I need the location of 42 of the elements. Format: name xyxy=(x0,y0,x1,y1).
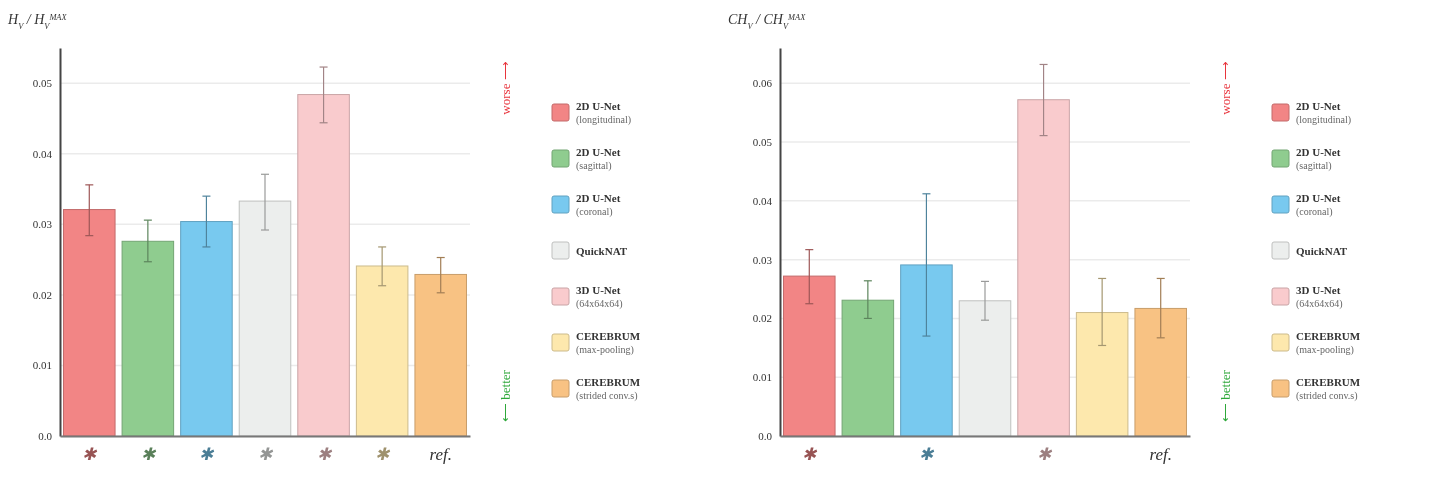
text: ⟵ better xyxy=(498,369,513,422)
legend-label: 3D U-Net (64x64x64) xyxy=(1296,284,1343,310)
legend-label: 3D U-Net (64x64x64) xyxy=(576,284,623,310)
x-tick-label: ✱ xyxy=(802,445,819,465)
x-tick-label: ✱ xyxy=(919,445,936,465)
x-tick-label: ✱ xyxy=(199,445,216,465)
legend-label: 2D U-Net (sagittal) xyxy=(576,146,621,172)
legend-label: 2D U-Net (longitudinal) xyxy=(576,100,631,126)
x-tick-label: ref. xyxy=(429,445,452,465)
text: worse ⟶ xyxy=(1218,61,1233,115)
y-tick-label: 0.04 xyxy=(32,147,53,160)
y-tick-label: 0.0 xyxy=(758,430,773,443)
legend-label: CEREBRUM (strided conv.s) xyxy=(576,376,641,402)
y-tick-label: 0.01 xyxy=(32,359,52,372)
x-tick-label: ✱ xyxy=(258,445,274,465)
y-tick-label: 0.04 xyxy=(752,194,773,207)
x-tick-label: ✱ xyxy=(82,445,99,465)
y-tick-label: 0.06 xyxy=(752,77,773,90)
x-tick-label: ✱ xyxy=(316,445,333,465)
y-tick-label: 0.03 xyxy=(752,253,773,266)
y-tick-label: 0.0 xyxy=(38,430,53,443)
legend-label: CEREBRUM (max-pooling) xyxy=(1296,330,1361,356)
legend-label: QuickNAT xyxy=(576,245,628,257)
legend-label: QuickNAT xyxy=(1296,245,1348,257)
x-tick-label: ✱ xyxy=(1036,445,1053,465)
legend-label: CEREBRUM (strided conv.s) xyxy=(1296,376,1361,402)
text: ⟵ better xyxy=(1218,369,1233,422)
y-tick-label: 0.02 xyxy=(32,288,52,301)
y-tick-label: 0.05 xyxy=(752,136,773,149)
legend-label: CEREBRUM (max-pooling) xyxy=(576,330,641,356)
legend-label: 2D U-Net (longitudinal) xyxy=(1296,100,1351,126)
legend-label: 2D U-Net (coronal) xyxy=(1296,192,1341,218)
legend-label: 2D U-Net (coronal) xyxy=(576,192,621,218)
x-tick-label: ✱ xyxy=(375,445,392,465)
y-tick-label: 0.05 xyxy=(32,77,53,90)
x-tick-label: ✱ xyxy=(140,445,157,465)
legend-label: 2D U-Net (sagittal) xyxy=(1296,146,1341,172)
y-tick-label: 0.02 xyxy=(752,312,772,325)
y-tick-label: 0.03 xyxy=(32,218,53,231)
y-tick-label: 0.01 xyxy=(752,371,772,384)
x-tick-label: ref. xyxy=(1149,445,1172,465)
text: worse ⟶ xyxy=(498,61,513,115)
